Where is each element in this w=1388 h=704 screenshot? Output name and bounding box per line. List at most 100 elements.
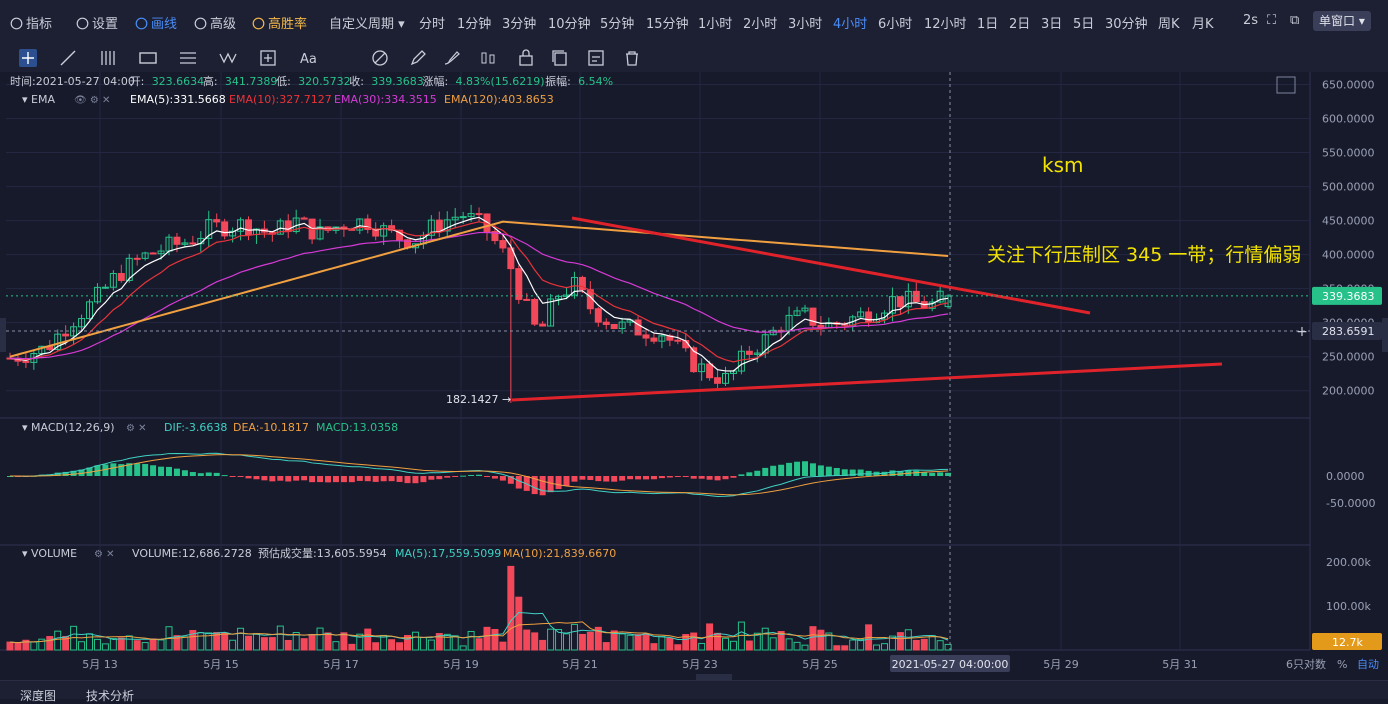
edit-tool-icon[interactable] [586,48,606,68]
parallel-lines-tool-icon[interactable] [98,48,118,68]
volume-axis-label: 200.00k [1326,556,1371,569]
period-3分钟[interactable]: 3分钟 [502,17,537,32]
macd-bar [587,476,594,480]
period-月K[interactable]: 月K [1192,17,1214,32]
period-1分钟[interactable]: 1分钟 [457,17,492,32]
copy-tool-icon[interactable] [550,48,570,68]
period-15分钟[interactable]: 15分钟 [646,17,689,32]
macd-bar [627,476,634,480]
volume-bar [364,628,372,651]
period-6小时[interactable]: 6小时 [878,17,913,32]
volume-bar [260,637,268,651]
period-3日[interactable]: 3日 [1041,17,1063,32]
delete-tool-icon[interactable] [622,48,642,68]
chart-labels: 650.0000 600.0000 550.0000 500.0000 450.0000… [0,74,1388,680]
toolbar-win-rate-button[interactable]: 高胜率 [252,13,307,32]
candle-body [515,268,523,300]
macd-dea-value: DEA:-10.1817 [233,421,309,434]
settings-icon [76,17,89,30]
candle-body [865,311,873,323]
pencil-tool-icon[interactable] [408,48,428,68]
date-axis-label: 5月 23 [682,658,718,671]
period-5日[interactable]: 5日 [1073,17,1095,32]
period-1日[interactable]: 1日 [977,17,999,32]
toolbar-indicator-button[interactable]: 指标 [10,13,52,32]
volume-bar [777,631,785,651]
volume-bar [920,638,928,651]
period-周K[interactable]: 周K [1158,17,1180,32]
macd-bar [221,475,228,477]
period-4小时[interactable]: 4小时 [833,17,868,32]
rectangle-tool-icon[interactable] [138,48,158,68]
volume-bar [912,639,920,651]
macd-bar [301,476,308,481]
crosshair-tool-icon[interactable] [18,48,38,68]
period-自定义周期[interactable]: 自定义周期 ▾ [329,17,405,32]
macd-bar [404,476,411,484]
candle-body [70,326,78,337]
period-3小时[interactable]: 3小时 [788,17,823,32]
kline-chart[interactable]: 650.0000 600.0000 550.0000 500.0000 450.0000… [0,72,1388,680]
period-2日[interactable]: 2日 [1009,17,1031,32]
period-12小时[interactable]: 12小时 [924,17,967,32]
period-1小时[interactable]: 1小时 [698,17,733,32]
volume-bar [133,640,141,651]
volume-bar [881,643,888,651]
macd-bar [436,476,443,480]
ema-30-line [9,231,949,360]
macd-bar [253,476,260,480]
volume-ma5-value: MA(5):17,559.5099 [395,547,501,560]
refresh-interval[interactable]: 2s [1243,13,1259,28]
wave-tool-icon[interactable] [218,48,238,68]
period-10分钟[interactable]: 10分钟 [548,17,591,32]
tab-technical-analysis[interactable]: 技术分析 [86,689,135,703]
measure-tool-icon[interactable] [258,48,278,68]
volume-bar [563,633,570,651]
candle-body [753,352,761,355]
candle-body [531,299,539,325]
trend-line-tool-icon[interactable] [58,48,78,68]
macd-bar [460,475,467,477]
volume-bar [634,634,642,651]
symbol-annotation: ksm [1042,153,1083,177]
text-tool-icon[interactable]: Aa [298,48,318,68]
toolbar-settings-button[interactable]: 设置 [76,13,118,32]
magnet-tool-icon[interactable] [370,48,390,68]
period-30分钟[interactable]: 30分钟 [1105,17,1148,32]
volume-bar [46,636,54,651]
fibonacci-tool-icon[interactable] [178,48,198,68]
ohlc-value: 339.3683 [371,75,424,88]
volume-bar [149,638,157,651]
volume-bar [594,626,602,651]
candle-body [936,290,944,303]
toolbar-draw-line-button[interactable]: 画线 [135,13,177,32]
user-drawings [6,72,1310,650]
ema5-value: EMA(5):331.5668 [130,93,226,106]
period-5分钟[interactable]: 5分钟 [600,17,635,32]
ohlc-label: 振幅: [545,74,571,88]
fullscreen-icon[interactable]: ⛶ [1267,13,1277,28]
period-2小时[interactable]: 2小时 [743,17,778,32]
volume-bar [825,632,833,651]
macd-bar [571,476,578,482]
toolbar-advanced-button[interactable]: 高级 [194,13,236,32]
candle-body [388,225,396,231]
volume-bar [809,626,817,651]
brush-tool-icon[interactable] [442,48,462,68]
lock-tool-icon[interactable] [516,48,536,68]
date-axis-label: 5月 29 [1043,658,1079,671]
candle-body [173,236,181,245]
period-分时[interactable]: 分时 [419,17,446,32]
macd-bar [794,461,801,476]
tab-depth-chart[interactable]: 深度图 [20,689,57,703]
date-axis-label: 5月 25 [802,658,838,671]
window-mode-select[interactable]: 单窗口 ▾ [1313,11,1371,31]
crosshair-price-value: 283.6591 [1322,325,1375,338]
ohlc-value: 320.5732 [298,75,351,88]
volume-bar [857,638,865,651]
popout-icon[interactable]: ⧉ [1290,13,1300,28]
macd-bar [277,476,284,481]
volume-bar [467,630,475,651]
candle-style-icon[interactable] [478,48,498,68]
candle-body [78,318,86,328]
